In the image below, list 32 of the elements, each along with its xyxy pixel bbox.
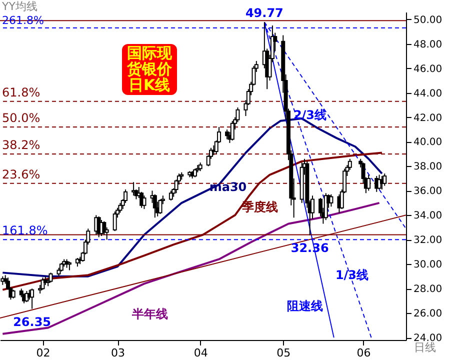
y-tick-label: 42.00 [414, 112, 442, 124]
series-label: 1/3线 [335, 268, 369, 282]
y-tick-label: 38.00 [414, 162, 442, 173]
series-label: 2/3线 [293, 108, 327, 122]
x-tick-label: 03 [111, 346, 126, 360]
y-tick-label: 34.00 [414, 210, 442, 222]
y-tick-label: 32.00 [414, 235, 442, 246]
annotation: YY均线 [1, 0, 38, 13]
annotation: 38.2% [2, 138, 40, 152]
annotation: 23.6% [2, 167, 40, 182]
y-tick-label: 50.00 [414, 14, 442, 26]
x-tick-label: 04 [194, 346, 208, 360]
y-tick-label: 48.00 [414, 39, 442, 50]
annotation: 50.0% [2, 111, 40, 126]
x-tick-label: 06 [356, 346, 371, 360]
annotation: 61.8% [2, 85, 40, 100]
text: 日线 [414, 341, 436, 354]
annotation: 26.35 [13, 314, 52, 329]
text: 国际现货银价日K线 [122, 44, 176, 96]
y-tick-label: 26.00 [414, 308, 442, 320]
y-tick-label: 44.00 [414, 88, 442, 100]
series-label: 阻速线 [287, 299, 323, 313]
x-tick-label: 05 [276, 346, 291, 360]
x-tick-label: 02 [36, 346, 50, 360]
y-tick-label: 28.00 [414, 284, 442, 296]
y-tick-label: 40.00 [414, 137, 442, 148]
series-label: 半年线 [131, 307, 168, 321]
annotation: 161.8% [2, 224, 48, 238]
y-tick-label: 46.00 [414, 64, 442, 75]
annotation: 49.77 [245, 6, 284, 20]
y-tick-label: 36.00 [414, 186, 442, 198]
y-tick-label: 30.00 [414, 260, 442, 271]
